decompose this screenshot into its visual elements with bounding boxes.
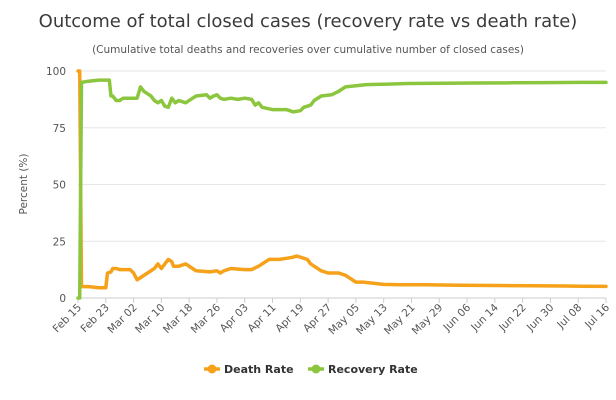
series-lines [76, 69, 608, 300]
x-tick-label: Jul 16 [582, 301, 612, 331]
series-line-recovery-rate[interactable] [76, 78, 608, 300]
x-tick-label: Jul 08 [554, 302, 584, 332]
x-tick-label: Mar 10 [133, 302, 167, 336]
legend-swatch-marker [311, 364, 321, 374]
x-tick-label: Feb 15 [51, 302, 84, 335]
x-tick-label: Jun 06 [441, 301, 474, 334]
y-axis-label: Percent (%) [18, 153, 30, 214]
legend-label: Death Rate [224, 363, 294, 376]
x-tick-label: Apr 11 [246, 302, 279, 335]
legend-label: Recovery Rate [328, 363, 418, 376]
x-tick-label: Mar 18 [161, 302, 195, 336]
x-tick-label: Apr 03 [218, 302, 251, 335]
legend-item-recovery-rate[interactable]: Recovery Rate [308, 363, 418, 376]
y-tick-label: 50 [53, 180, 66, 192]
y-tick-label: 0 [59, 293, 66, 305]
y-axis-ticks: 0 25 50 75 100 [46, 66, 66, 305]
legend-swatch-marker [207, 364, 217, 374]
x-tick-label: Mar 02 [105, 302, 139, 336]
chart-title: Outcome of total closed cases (recovery … [39, 11, 578, 32]
y-tick-label: 100 [46, 66, 66, 78]
y-tick-label: 75 [53, 123, 66, 135]
legend[interactable]: Death Rate Recovery Rate [204, 363, 418, 376]
x-tick-label: Jun 14 [468, 301, 501, 334]
x-tick-label: Jun 30 [524, 302, 557, 335]
chart-subtitle: (Cumulative total deaths and recoveries … [92, 44, 524, 56]
legend-item-death-rate[interactable]: Death Rate [204, 363, 294, 376]
x-tick-label: Jun 22 [496, 302, 529, 335]
series-line-death-rate[interactable] [76, 69, 608, 290]
x-tick-label: Apr 19 [273, 302, 306, 335]
x-tick-label: Mar 26 [189, 301, 224, 336]
y-tick-label: 25 [53, 236, 66, 248]
x-tick-label: May 29 [410, 302, 446, 338]
